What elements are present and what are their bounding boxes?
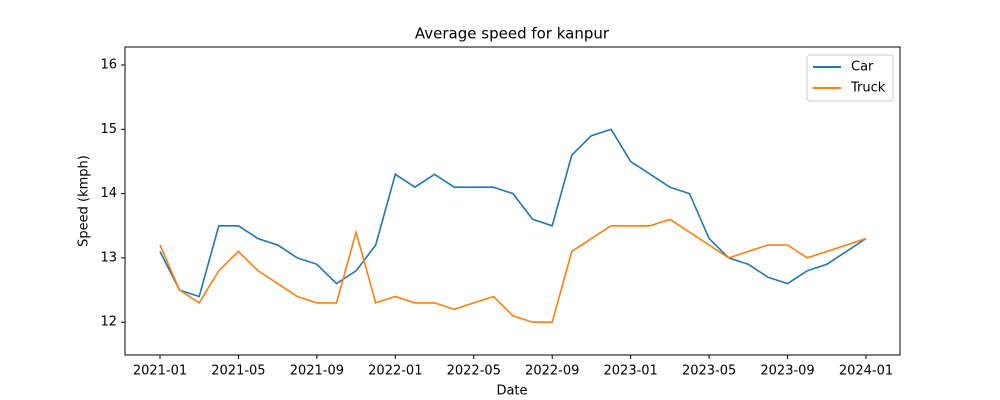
x-tick-label: 2022-05: [447, 364, 501, 379]
y-axis-label: Speed (kmph): [77, 155, 92, 247]
line-series: [159, 218, 867, 323]
x-tick-label: 2024-01: [839, 364, 893, 379]
plot-frame: [124, 46, 901, 356]
legend-label: Truck: [850, 81, 886, 96]
x-tick-label: 2023-09: [760, 364, 814, 379]
y-tick-label: 13: [100, 250, 117, 265]
x-tick-label: 2022-01: [368, 364, 422, 379]
y-tick-label: 16: [100, 58, 117, 73]
x-tick-label: 2023-05: [682, 364, 736, 379]
x-tick-label: 2023-01: [604, 364, 658, 379]
y-tick-label: 12: [100, 315, 117, 330]
y-tick-label: 15: [100, 122, 117, 137]
line-series: [159, 128, 867, 298]
x-tick-label: 2021-09: [290, 364, 344, 379]
legend-label: Car: [851, 60, 874, 75]
x-tick-label: 2021-05: [211, 364, 265, 379]
y-tick-label: 14: [100, 186, 117, 201]
x-tick-label: 2021-01: [133, 364, 187, 379]
x-axis-label: Date: [496, 384, 527, 399]
x-tick-label: 2022-09: [525, 364, 579, 379]
chart-title: Average speed for kanpur: [415, 25, 610, 43]
